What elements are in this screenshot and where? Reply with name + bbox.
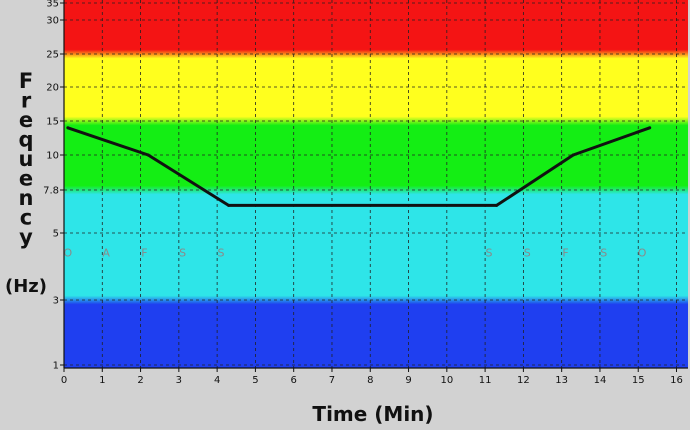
- x-tick-labels: 0 1 2 3 4 5 6 7 8 9 10 11 12 13 14 15 16: [61, 375, 683, 386]
- segment-label: F: [141, 246, 147, 259]
- y-label-unit: (Hz): [5, 276, 47, 297]
- x-tick-label: 7: [329, 375, 335, 386]
- x-tick-label: 0: [61, 375, 67, 386]
- y-tick-label: 7.8: [43, 186, 59, 197]
- segment-label: S: [217, 246, 224, 259]
- y-label-letter: r: [21, 89, 32, 113]
- y-label-letter: q: [18, 128, 33, 152]
- y-label-letter: c: [20, 206, 32, 230]
- x-tick-label: 16: [670, 375, 683, 386]
- x-tick-label: 3: [176, 375, 182, 386]
- y-tick-label: 20: [46, 83, 59, 94]
- x-tick-label: 10: [440, 375, 453, 386]
- y-tick-label: 25: [46, 50, 59, 61]
- x-axis-label: Time (Min): [312, 402, 433, 426]
- segment-label: O: [63, 246, 72, 259]
- series-point: [495, 203, 499, 207]
- segment-label: S: [179, 246, 186, 259]
- segment-label: S: [600, 246, 607, 259]
- series-point: [648, 126, 652, 130]
- plot-area: [64, 0, 688, 368]
- y-tick-label: 30: [46, 16, 59, 27]
- x-tick-label: 5: [252, 375, 258, 386]
- y-label-letter: u: [19, 147, 34, 171]
- y-label-letter: e: [19, 108, 33, 132]
- y-label-letter: F: [19, 69, 33, 93]
- x-tick-label: 12: [517, 375, 530, 386]
- y-tick-label: 35: [46, 0, 59, 10]
- x-tick-label: 11: [479, 375, 492, 386]
- x-tick-label: 13: [555, 375, 568, 386]
- x-tick-label: 14: [594, 375, 607, 386]
- y-tick-label: 3: [53, 296, 59, 307]
- x-tick-label: 15: [632, 375, 645, 386]
- x-tick-label: 4: [214, 375, 220, 386]
- segment-label: S: [524, 246, 531, 259]
- x-tick-label: 1: [99, 375, 105, 386]
- series-point: [571, 153, 575, 157]
- y-tick-label: 15: [46, 117, 59, 128]
- series-point: [227, 203, 231, 207]
- series-group: [66, 126, 652, 207]
- y-label-letter: n: [19, 186, 34, 210]
- grid-lines: [64, 0, 688, 368]
- series-line: [67, 126, 651, 207]
- y-tick-label: 1: [53, 361, 59, 372]
- y-tick-label: 5: [53, 229, 59, 240]
- axes: [60, 0, 688, 372]
- y-label-letter: y: [19, 225, 33, 249]
- segment-label: A: [102, 246, 110, 259]
- x-tick-label: 8: [367, 375, 373, 386]
- y-tick-label: 10: [46, 151, 59, 162]
- plot-background: [64, 0, 688, 368]
- x-tick-label: 9: [405, 375, 411, 386]
- x-tick-label: 6: [291, 375, 297, 386]
- segment-label: F: [562, 246, 568, 259]
- segment-label: O: [638, 246, 647, 259]
- segment-label: S: [485, 246, 492, 259]
- series-point: [66, 126, 70, 130]
- y-label-letter: e: [19, 167, 33, 191]
- x-tick-label: 2: [137, 375, 143, 386]
- series-point: [146, 153, 150, 157]
